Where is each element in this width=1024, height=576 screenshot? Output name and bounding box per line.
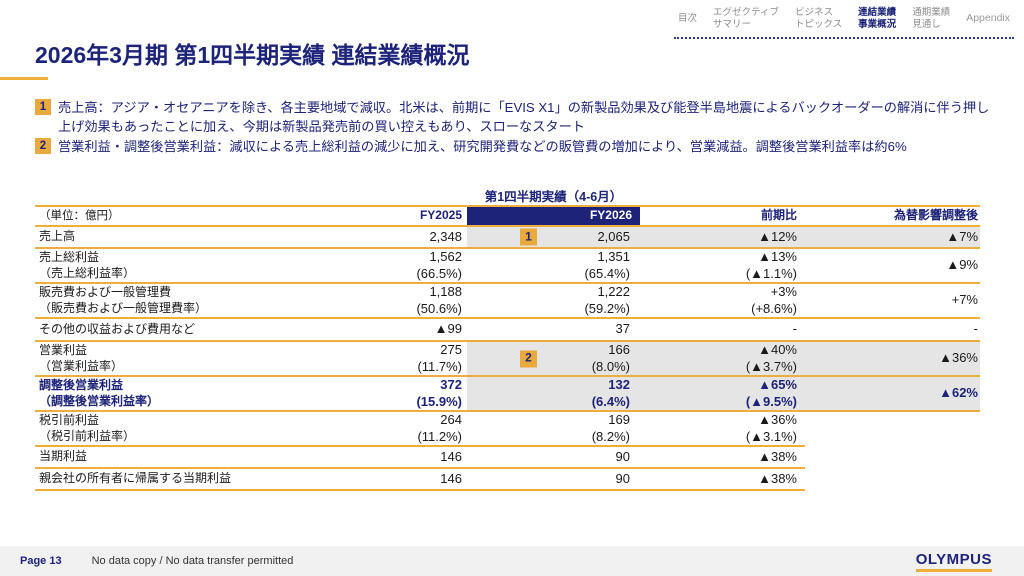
highlight-2: 2 営業利益・調整後営業利益：減収による売上総利益の減少に加え、研究開発費などの… xyxy=(35,138,991,157)
slide-nav: 目次 エグゼクティブ サマリー ビジネス トピックス 連結業績 事業概況 通期業… xyxy=(674,5,1014,39)
cell-fy2026: 37 xyxy=(615,321,630,337)
slide-footer: Page 13 No data copy / No data transfer … xyxy=(0,546,1024,576)
col-header-fy2025: FY2025 xyxy=(419,208,462,223)
cell-fy2026: 169 (8.2%) xyxy=(467,412,640,447)
page-title: 2026年3月期 第1四半期実績 連結業績概況 xyxy=(35,42,470,68)
table-row-gross-profit: 売上総利益 （売上総利益率） 1,562 (66.5%) 1,351 (65.4… xyxy=(35,249,980,284)
nav-item-full-year-outlook[interactable]: 通期業績 見通し xyxy=(912,7,951,30)
cell-yoy: ▲40% (▲3.7%) xyxy=(640,342,805,375)
cell-fy2026: 1,351 (65.4%) xyxy=(584,248,630,281)
cell-fy2026: 132 (6.4%) xyxy=(467,377,640,410)
highlight-2-badge: 2 xyxy=(35,138,51,155)
cell-yoy: ▲13% (▲1.1%) xyxy=(745,248,797,281)
cell-yoy: ▲38% xyxy=(640,447,805,469)
col-header-fy2026: FY2026 xyxy=(467,207,640,225)
unit-label: （単位：億円） xyxy=(39,209,120,222)
olympus-logo: OLYMPUS xyxy=(915,551,992,572)
table-row-profit-before-tax: 税引前利益 （税引前利益率） 264 (11.2%) 169 (8.2%) ▲3… xyxy=(35,412,980,447)
row-label: 税引前利益 （税引前利益率） xyxy=(35,412,312,447)
cell-fy2026: 1 2,065 xyxy=(467,227,640,247)
nav-item-business-topics[interactable]: ビジネス トピックス xyxy=(794,7,843,30)
confidentiality-notice: No data copy / No data transfer permitte… xyxy=(91,555,294,567)
page-number: Page 13 xyxy=(20,555,62,567)
cell-yoy: ▲36% (▲3.1%) xyxy=(640,412,805,447)
cell-fy2026: 90 xyxy=(467,447,640,469)
cell-fy2025: 146 xyxy=(312,447,467,469)
row-label: 売上総利益 （売上総利益率） xyxy=(39,250,136,280)
cell-fx xyxy=(805,447,980,469)
row-label: 調整後営業利益 （調整後営業利益率） xyxy=(39,378,160,408)
col-header-yoy: 前期比 xyxy=(760,208,797,223)
cell-fy2025: 1,188 (50.6%) xyxy=(416,283,462,316)
cell-yoy: ▲38% xyxy=(640,469,805,491)
cell-fx: - xyxy=(973,321,978,337)
table-row-revenue: 売上高 2,348 1 2,065 ▲12% ▲7% xyxy=(35,227,980,249)
title-accent-bar xyxy=(0,77,48,80)
table-caption: 第1四半期実績（4-6月） xyxy=(484,190,623,204)
cell-fy2026: 2 166 (8.0%) xyxy=(467,342,640,375)
cell-fy2025: 2,348 xyxy=(429,228,462,244)
cell-yoy: ▲12% xyxy=(640,227,805,247)
cell-fy2026: 1,222 (59.2%) xyxy=(584,283,630,316)
row-label: 当期利益 xyxy=(35,447,312,469)
nav-item-executive-summary[interactable]: エグゼクティブ サマリー xyxy=(713,7,779,30)
table-row-sga: 販売費および一般管理費 （販売費および一般管理費率） 1,188 (50.6%)… xyxy=(35,284,980,319)
cell-fy2025: 146 xyxy=(312,469,467,491)
cell-fy2025: 372 (15.9%) xyxy=(416,376,462,409)
row-label: 親会社の所有者に帰属する当期利益 xyxy=(35,469,312,491)
note-badge-1: 1 xyxy=(520,228,537,246)
cell-fx: ▲62% xyxy=(805,377,980,410)
row-label: その他の収益および費用など xyxy=(39,321,196,336)
note-badge-2: 2 xyxy=(520,350,537,367)
row-label: 販売費および一般管理費 （販売費および一般管理費率） xyxy=(39,285,208,315)
table-row-other-income-expense: その他の収益および費用など ▲99 37 - - xyxy=(35,319,980,342)
results-table: （単位：億円） FY2025 FY2026 前期比 為替影響調整後 売上高 2,… xyxy=(35,205,980,491)
cell-fx xyxy=(805,412,980,447)
row-label: 売上高 xyxy=(39,229,76,244)
cell-fy2025: 1,562 (66.5%) xyxy=(416,248,462,281)
cell-fy2025: ▲99 xyxy=(434,321,462,337)
table-row-profit: 当期利益 146 90 ▲38% xyxy=(35,447,980,469)
cell-fy2025: 264 (11.2%) xyxy=(312,412,467,447)
cell-yoy: - xyxy=(792,321,797,337)
cell-yoy: ▲65% (▲9.5%) xyxy=(640,377,805,410)
cell-fy2026: 90 xyxy=(467,469,640,491)
cell-fx: ▲36% xyxy=(805,342,980,375)
cell-fy2025: 275 (11.7%) xyxy=(417,341,462,374)
table-header-row: （単位：億円） FY2025 FY2026 前期比 為替影響調整後 xyxy=(35,205,980,227)
highlight-1-badge: 1 xyxy=(35,99,51,115)
nav-item-consolidated-results[interactable]: 連結業績 事業概況 xyxy=(858,7,897,30)
cell-fx xyxy=(805,469,980,491)
nav-item-toc[interactable]: 目次 xyxy=(678,12,698,24)
highlight-2-text: 営業利益・調整後営業利益：減収による売上総利益の減少に加え、研究開発費などの販管… xyxy=(58,139,907,155)
cell-fx: +7% xyxy=(951,292,978,308)
highlight-1: 1 売上高：アジア・オセアニアを除き、各主要地域で減収。北米は、前期に「EVIS… xyxy=(35,99,991,136)
cell-fx: ▲9% xyxy=(946,257,978,273)
nav-item-appendix[interactable]: Appendix xyxy=(966,12,1010,25)
row-label: 営業利益 （営業利益率） xyxy=(39,343,124,373)
table-row-profit-attributable-to-owners: 親会社の所有者に帰属する当期利益 146 90 ▲38% xyxy=(35,469,980,491)
cell-fx: ▲7% xyxy=(805,227,980,247)
table-row-adjusted-operating-profit: 調整後営業利益 （調整後営業利益率） 372 (15.9%) 132 (6.4%… xyxy=(35,377,980,412)
table-row-operating-profit: 営業利益 （営業利益率） 275 (11.7%) 2 166 (8.0%) ▲4… xyxy=(35,342,980,377)
highlight-1-text: 売上高：アジア・オセアニアを除き、各主要地域で減収。北米は、前期に「EVIS X… xyxy=(58,100,990,134)
col-header-fx-adjusted: 為替影響調整後 xyxy=(893,208,978,223)
cell-yoy: +3% (+8.6%) xyxy=(751,283,797,316)
highlights: 1 売上高：アジア・オセアニアを除き、各主要地域で減収。北米は、前期に「EVIS… xyxy=(35,99,991,159)
